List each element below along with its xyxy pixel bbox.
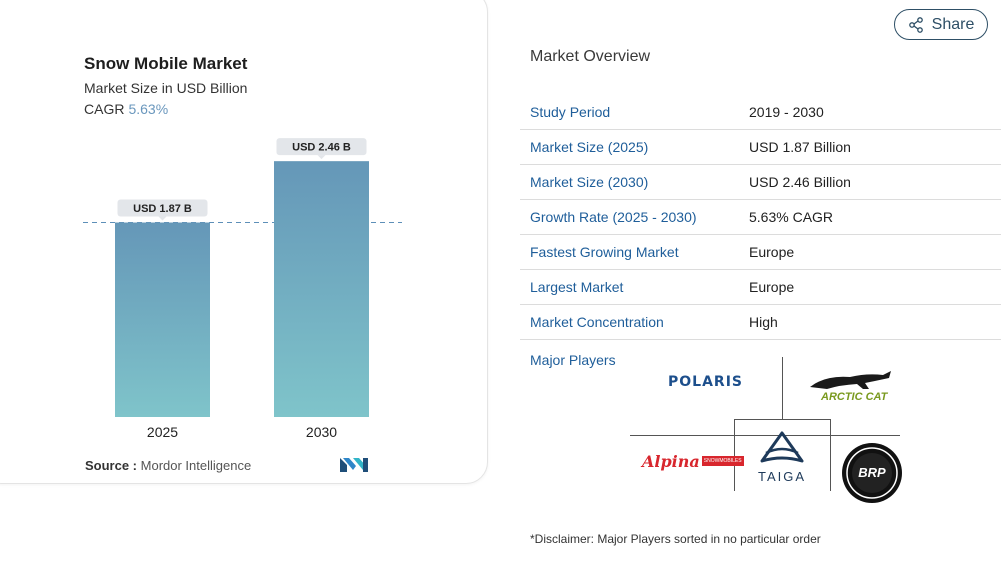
overview-row: Growth Rate (2025 - 2030) 5.63% CAGR bbox=[520, 199, 1001, 235]
overview-row-key: Market Size (2030) bbox=[520, 164, 739, 200]
cagr-row: CAGR 5.63% bbox=[84, 101, 168, 117]
overview-title: Market Overview bbox=[530, 48, 651, 65]
share-label: Share bbox=[931, 15, 975, 33]
data-label-pointer bbox=[317, 155, 326, 160]
overview-row-key: Market Size (2025) bbox=[520, 129, 739, 165]
overview-row-key: Largest Market bbox=[520, 269, 739, 305]
overview-row-key: Study Period bbox=[520, 95, 739, 130]
major-players-logos: POLARIS ARCTIC CAT Alpina SNOWMOBILES TA… bbox=[630, 355, 930, 515]
overview-row-value: 2019 - 2030 bbox=[739, 95, 1001, 130]
share-icon bbox=[908, 16, 923, 33]
gear-icon bbox=[842, 443, 902, 503]
overview-row-value: High bbox=[739, 304, 1001, 340]
data-label: USD 1.87 B bbox=[133, 203, 192, 215]
cagr-value: 5.63% bbox=[128, 101, 169, 117]
share-button[interactable]: Share bbox=[894, 9, 988, 40]
source-label: Source : bbox=[85, 458, 138, 473]
overview-row-key: Fastest Growing Market bbox=[520, 234, 739, 270]
overview-row-key: Growth Rate (2025 - 2030) bbox=[520, 199, 739, 235]
major-players-label: Major Players bbox=[530, 352, 616, 368]
overview-row: Market Size (2025) USD 1.87 Billion bbox=[520, 129, 1001, 165]
overview-row-value: Europe bbox=[739, 234, 1001, 270]
divider bbox=[734, 419, 831, 420]
overview-row: Market Concentration High bbox=[520, 304, 1001, 340]
overview-table: Study Period 2019 - 2030 Market Size (2025… bbox=[520, 95, 1001, 340]
mordor-intelligence-logo bbox=[340, 458, 368, 472]
disclaimer: *Disclaimer: Major Players sorted in no … bbox=[530, 532, 821, 546]
overview-row-value: USD 1.87 Billion bbox=[739, 129, 1001, 165]
overview-row-value: 5.63% CAGR bbox=[739, 199, 1001, 235]
triangle-icon bbox=[760, 431, 804, 463]
cagr-label: CAGR bbox=[84, 101, 125, 117]
arctic-cat-logo: ARCTIC CAT bbox=[805, 369, 895, 409]
data-label-pointer bbox=[158, 216, 167, 221]
overview-row-value: USD 2.46 Billion bbox=[739, 164, 1001, 200]
overview-row-key: Market Concentration bbox=[520, 304, 739, 340]
overview-row: Study Period 2019 - 2030 bbox=[520, 95, 1001, 130]
bar-2025 bbox=[115, 222, 210, 417]
bar-2030 bbox=[274, 161, 369, 417]
data-label-box bbox=[117, 199, 208, 217]
x-tick-label: 2030 bbox=[306, 424, 337, 440]
overview-row-value: Europe bbox=[739, 269, 1001, 305]
alpina-logo: Alpina SNOWMOBILES bbox=[642, 451, 744, 471]
divider bbox=[734, 419, 735, 491]
brp-logo: BRP bbox=[840, 441, 904, 505]
polaris-logo: POLARIS bbox=[668, 374, 743, 390]
data-label: USD 2.46 B bbox=[292, 142, 351, 154]
taiga-logo: TAIGA bbox=[736, 427, 828, 489]
overview-row: Market Size (2030) USD 2.46 Billion bbox=[520, 164, 1001, 200]
overview-row: Fastest Growing Market Europe bbox=[520, 234, 1001, 270]
divider bbox=[830, 419, 831, 491]
source-value: Mordor Intelligence bbox=[140, 458, 252, 473]
x-tick-label: 2025 bbox=[147, 424, 178, 440]
bar-chart: USD 1.87 B 2025 USD 2.46 B 2030 bbox=[83, 138, 402, 440]
chart-title: Snow Mobile Market bbox=[84, 54, 248, 73]
chart-subtitle: Market Size in USD Billion bbox=[84, 80, 248, 96]
panther-icon bbox=[810, 371, 891, 389]
source-line: Source : Mordor Intelligence bbox=[85, 458, 251, 473]
chart-card bbox=[0, 0, 488, 484]
divider bbox=[782, 357, 783, 419]
divider bbox=[630, 435, 900, 436]
overview-row: Largest Market Europe bbox=[520, 269, 1001, 305]
data-label-box bbox=[276, 138, 367, 156]
